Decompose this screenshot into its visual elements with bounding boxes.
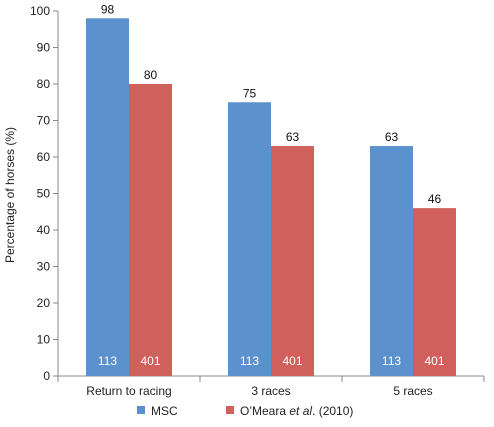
legend-label-omeara-part-2: et al xyxy=(289,404,312,418)
legend-swatch-msc xyxy=(137,406,145,414)
data-label-msc-5-races: 63 xyxy=(385,130,399,144)
bars xyxy=(86,18,456,377)
y-tick-label: 100 xyxy=(30,4,50,18)
y-axis: 0 10 20 30 40 50 60 70 80 90 100 xyxy=(30,4,59,383)
bar-msc-5-races xyxy=(370,146,413,376)
sample-size-omeara-return-to-racing: 401 xyxy=(140,354,160,368)
y-axis-label: Percentage of horses (%) xyxy=(3,127,17,263)
sample-size-msc-5-races: 113 xyxy=(382,354,401,368)
legend-label-omeara-part-3: . (2010) xyxy=(312,404,353,418)
y-tick-label: 70 xyxy=(37,114,51,128)
sample-size-msc-return-to-racing: 113 xyxy=(98,354,117,368)
y-tick-label: 60 xyxy=(37,150,51,164)
y-tick-label: 10 xyxy=(37,333,51,347)
bar-omeara-3-races xyxy=(271,146,314,376)
bar-omeara-5-races xyxy=(413,208,456,376)
legend: MSC O’Meara et al. (2010) xyxy=(137,404,353,418)
y-tick-label: 50 xyxy=(37,187,51,201)
y-tick-label: 20 xyxy=(37,296,51,310)
y-tick-label: 80 xyxy=(37,77,51,91)
y-tick-label: 90 xyxy=(37,41,51,55)
data-label-omeara-return-to-racing: 80 xyxy=(144,68,158,82)
bar-msc-3-races xyxy=(228,102,271,376)
legend-swatch-omeara xyxy=(226,406,234,414)
x-tick-label-5-races: 5 races xyxy=(393,384,432,398)
legend-label-omeara: O’Meara et al. (2010) xyxy=(240,404,353,418)
data-label-omeara-5-races: 46 xyxy=(428,192,442,206)
bar-msc-return-to-racing xyxy=(86,18,129,377)
sample-size-omeara-5-races: 401 xyxy=(424,354,444,368)
legend-label-omeara-part-1: O’Meara xyxy=(240,404,289,418)
y-tick-label: 40 xyxy=(37,223,51,237)
y-tick-label: 0 xyxy=(43,369,50,383)
x-tick-label-return-to-racing: Return to racing xyxy=(86,384,171,398)
bar-omeara-return-to-racing xyxy=(129,84,172,376)
y-tick-label: 30 xyxy=(37,260,51,274)
legend-label-msc: MSC xyxy=(151,404,178,418)
x-tick-label-3-races: 3 races xyxy=(251,384,290,398)
data-label-msc-return-to-racing: 98 xyxy=(101,2,115,16)
sample-size-msc-3-races: 113 xyxy=(240,354,259,368)
data-labels: 98 113 75 113 63 113 80 401 63 401 46 401 xyxy=(98,2,445,368)
data-label-omeara-3-races: 63 xyxy=(286,130,300,144)
x-axis: Return to racing 3 races 5 races xyxy=(57,375,485,398)
sample-size-omeara-3-races: 401 xyxy=(282,354,302,368)
data-label-msc-3-races: 75 xyxy=(243,86,257,100)
